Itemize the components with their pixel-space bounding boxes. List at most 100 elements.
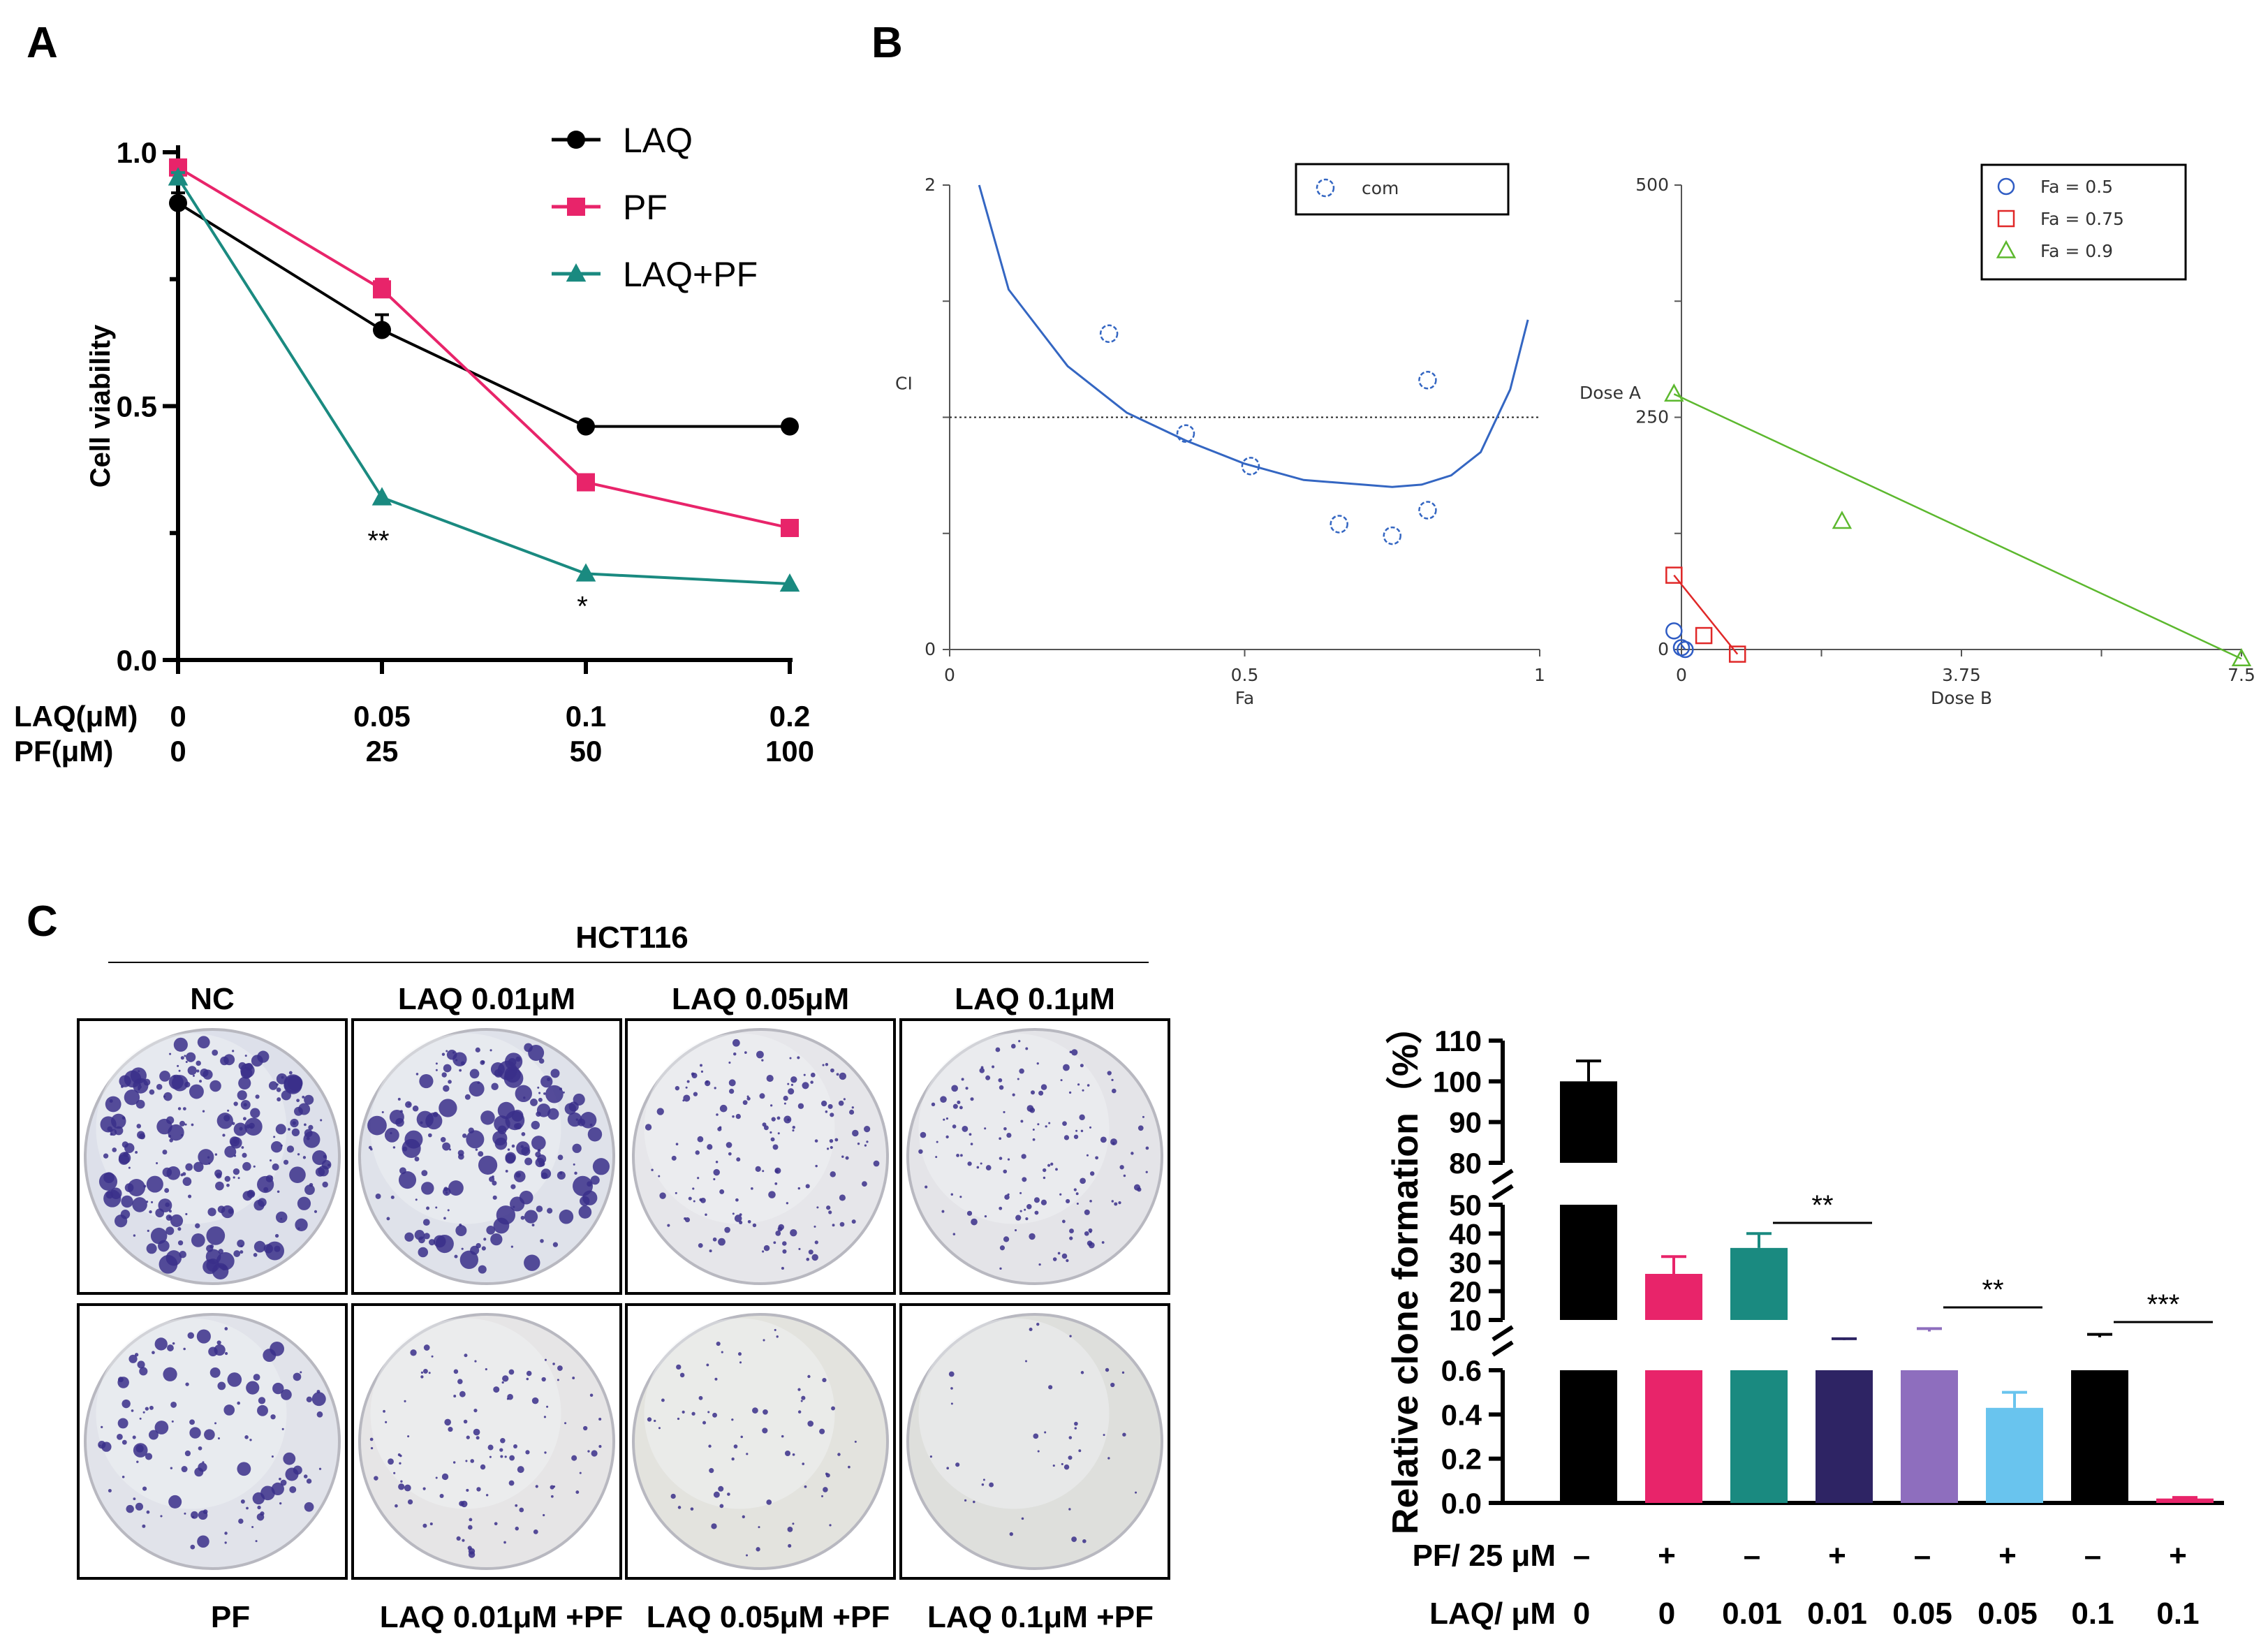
colony xyxy=(216,1340,221,1345)
colony xyxy=(186,1052,196,1062)
significance-mark: ** xyxy=(1811,1190,1833,1221)
colony xyxy=(456,1536,461,1541)
colony xyxy=(253,1240,266,1253)
colony xyxy=(751,1187,753,1190)
colony xyxy=(752,1223,757,1228)
colony xyxy=(271,1141,283,1153)
colony xyxy=(223,1404,235,1416)
colony xyxy=(187,1066,197,1076)
colony xyxy=(240,1250,244,1254)
colony xyxy=(510,1245,513,1248)
y-tick-label: 110 xyxy=(1434,1025,1482,1057)
colony xyxy=(397,1453,401,1456)
colony xyxy=(747,1219,751,1224)
colony xyxy=(314,1210,318,1213)
colony xyxy=(1050,1162,1054,1166)
colony xyxy=(714,1087,716,1089)
colony xyxy=(149,1405,154,1410)
colony xyxy=(124,1070,142,1088)
colony xyxy=(708,1444,712,1448)
x-tick-label: 0 xyxy=(944,665,955,685)
colony xyxy=(941,1210,945,1213)
colony xyxy=(273,1136,276,1138)
colony xyxy=(145,1407,149,1411)
colony xyxy=(1071,1049,1078,1056)
colony xyxy=(145,1453,153,1460)
colony xyxy=(473,1408,478,1413)
colony xyxy=(1082,1539,1087,1543)
colony xyxy=(178,1069,181,1072)
colony xyxy=(530,1099,538,1106)
colony xyxy=(192,1074,195,1077)
colony xyxy=(825,1063,829,1066)
colony xyxy=(237,1462,251,1476)
colony xyxy=(675,1191,677,1194)
colony xyxy=(142,1486,147,1491)
colony xyxy=(381,1111,384,1114)
colony xyxy=(156,1162,159,1165)
colony xyxy=(670,1493,676,1499)
data-point xyxy=(1728,645,1746,663)
colony xyxy=(1024,1360,1028,1363)
colony xyxy=(224,1541,227,1544)
colony xyxy=(481,1246,486,1251)
significance-mark: ** xyxy=(367,525,389,556)
colony xyxy=(692,1187,695,1190)
colony xyxy=(1068,1508,1071,1511)
colony xyxy=(1137,1125,1144,1131)
colony xyxy=(1103,1434,1105,1437)
colony xyxy=(766,1074,774,1083)
colony xyxy=(734,1215,742,1222)
colony xyxy=(980,1162,982,1165)
colony xyxy=(398,1483,405,1490)
colony xyxy=(500,1437,506,1444)
colony xyxy=(224,1532,228,1535)
colony xyxy=(1078,1449,1082,1453)
colony xyxy=(792,1522,795,1525)
colony xyxy=(1107,1071,1112,1076)
colony xyxy=(1061,1219,1066,1224)
colony xyxy=(819,1428,825,1434)
colony xyxy=(440,1136,446,1143)
colony xyxy=(841,1155,844,1158)
y-tick-label: 0 xyxy=(1658,639,1669,659)
colony xyxy=(598,1445,602,1448)
colony xyxy=(189,1427,201,1439)
colony xyxy=(797,1388,801,1391)
colony xyxy=(950,1402,953,1405)
colony xyxy=(126,1504,134,1513)
colony xyxy=(713,1168,720,1176)
colony xyxy=(459,1250,479,1269)
colony xyxy=(1026,1203,1032,1210)
colony xyxy=(713,1491,720,1498)
colony xyxy=(370,1446,374,1450)
colony xyxy=(969,1133,972,1136)
colony xyxy=(1069,1228,1074,1234)
colony xyxy=(999,1137,1002,1140)
colony xyxy=(480,1464,486,1470)
colony xyxy=(959,1196,962,1198)
colony xyxy=(1019,1210,1022,1212)
colony xyxy=(721,1351,723,1353)
colony xyxy=(686,1080,690,1083)
colony xyxy=(1075,1192,1079,1196)
colony xyxy=(873,1160,880,1167)
colony xyxy=(839,1194,846,1201)
colony xyxy=(982,1478,985,1481)
colony xyxy=(535,1157,545,1168)
colony xyxy=(486,1226,496,1235)
colony xyxy=(999,1206,1003,1210)
colony xyxy=(159,1071,170,1082)
colony xyxy=(797,1103,804,1109)
colony xyxy=(784,1450,791,1456)
colony xyxy=(474,1360,477,1363)
colony xyxy=(443,1064,452,1073)
colony xyxy=(724,1226,730,1233)
colony xyxy=(827,1103,833,1109)
colony xyxy=(412,1105,419,1112)
colony xyxy=(517,1466,524,1474)
colony xyxy=(1135,1491,1137,1494)
colony xyxy=(1040,1199,1047,1205)
y-tick-label: 40 xyxy=(1449,1217,1482,1250)
colony xyxy=(524,1210,538,1224)
